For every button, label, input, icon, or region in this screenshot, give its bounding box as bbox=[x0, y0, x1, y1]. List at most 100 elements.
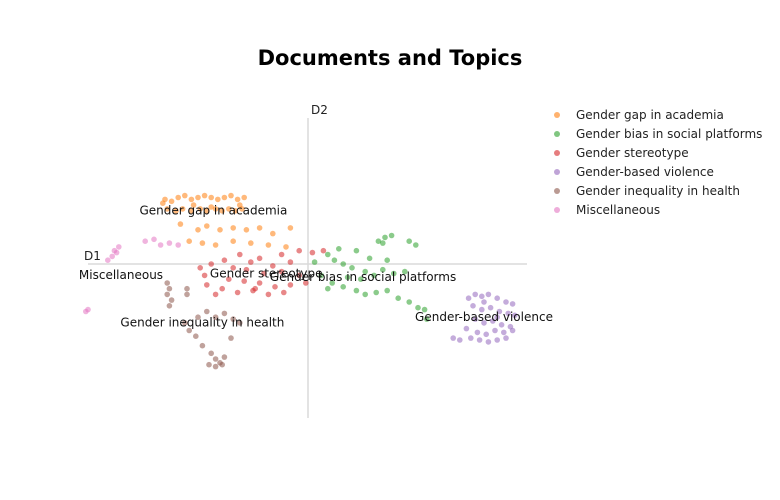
point-gender-gap-in-academia-28[interactable] bbox=[230, 225, 236, 231]
point-gender-bias-in-social-platforms-29[interactable] bbox=[311, 259, 318, 265]
point-gender-stereotype-18[interactable] bbox=[303, 280, 309, 286]
point-gender-inequality-in-health-12[interactable] bbox=[182, 320, 188, 326]
point-gender-based-violence-10[interactable] bbox=[496, 308, 503, 315]
legend-marker-gender-inequality-in-health[interactable] bbox=[554, 188, 560, 194]
point-gender-stereotype-6[interactable] bbox=[221, 257, 228, 264]
point-gender-inequality-in-health-15[interactable] bbox=[199, 342, 206, 349]
point-gender-inequality-in-health-14[interactable] bbox=[193, 333, 199, 340]
point-gender-gap-in-academia-7[interactable] bbox=[208, 194, 214, 201]
point-gender-gap-in-academia-32[interactable] bbox=[287, 225, 294, 231]
point-gender-gap-in-academia-19[interactable] bbox=[212, 206, 219, 212]
point-gender-bias-in-social-platforms-34[interactable] bbox=[325, 285, 331, 292]
point-gender-gap-in-academia-17[interactable] bbox=[197, 206, 203, 212]
point-gender-inequality-in-health-13[interactable] bbox=[186, 327, 192, 334]
point-gender-bias-in-social-platforms-2[interactable] bbox=[388, 232, 395, 239]
point-gender-gap-in-academia-13[interactable] bbox=[164, 206, 170, 212]
point-gender-gap-in-academia-42[interactable] bbox=[208, 204, 214, 210]
point-gender-inequality-in-health-9[interactable] bbox=[221, 310, 228, 317]
point-gender-gap-in-academia-40[interactable] bbox=[160, 200, 166, 206]
point-gender-based-violence-15[interactable] bbox=[490, 318, 496, 324]
point-gender-gap-in-academia-35[interactable] bbox=[212, 242, 219, 248]
point-gender-based-violence-6[interactable] bbox=[509, 301, 516, 307]
point-gender-inequality-in-health-20[interactable] bbox=[228, 335, 234, 341]
point-gender-based-violence-8[interactable] bbox=[479, 306, 485, 313]
point-gender-bias-in-social-platforms-25[interactable] bbox=[406, 299, 413, 305]
point-gender-based-violence-11[interactable] bbox=[505, 310, 512, 317]
point-gender-bias-in-social-platforms-26[interactable] bbox=[415, 304, 421, 311]
point-gender-stereotype-12[interactable] bbox=[296, 272, 303, 279]
point-gender-gap-in-academia-25[interactable] bbox=[195, 227, 201, 233]
point-gender-stereotype-0[interactable] bbox=[296, 247, 303, 254]
point-gender-based-violence-26[interactable] bbox=[468, 335, 474, 341]
point-gender-inequality-in-health-19[interactable] bbox=[221, 354, 228, 360]
point-gender-gap-in-academia-11[interactable] bbox=[234, 196, 241, 203]
point-gender-stereotype-19[interactable] bbox=[219, 285, 225, 292]
point-gender-stereotype-14[interactable] bbox=[241, 278, 247, 284]
point-gender-gap-in-academia-14[interactable] bbox=[173, 208, 179, 214]
point-gender-inequality-in-health-5[interactable] bbox=[184, 285, 190, 292]
point-miscellaneous-11[interactable] bbox=[83, 308, 89, 315]
point-gender-based-violence-21[interactable] bbox=[492, 327, 498, 334]
point-gender-based-violence-22[interactable] bbox=[501, 329, 507, 336]
point-gender-gap-in-academia-37[interactable] bbox=[248, 240, 254, 246]
point-gender-inequality-in-health-11[interactable] bbox=[237, 320, 243, 326]
point-gender-bias-in-social-platforms-0[interactable] bbox=[375, 238, 382, 244]
point-gender-stereotype-29[interactable] bbox=[287, 259, 294, 265]
point-gender-based-violence-18[interactable] bbox=[463, 325, 470, 332]
point-miscellaneous-8[interactable] bbox=[166, 240, 173, 246]
point-gender-stereotype-26[interactable] bbox=[230, 265, 236, 271]
point-gender-stereotype-30[interactable] bbox=[252, 285, 258, 292]
point-gender-bias-in-social-platforms-5[interactable] bbox=[413, 242, 419, 248]
point-gender-based-violence-5[interactable] bbox=[503, 299, 509, 305]
point-gender-bias-in-social-platforms-10[interactable] bbox=[340, 261, 347, 267]
point-gender-stereotype-8[interactable] bbox=[197, 265, 203, 271]
point-gender-inequality-in-health-22[interactable] bbox=[212, 363, 219, 370]
point-gender-bias-in-social-platforms-20[interactable] bbox=[353, 287, 360, 294]
point-gender-gap-in-academia-8[interactable] bbox=[215, 196, 221, 203]
point-gender-bias-in-social-platforms-16[interactable] bbox=[402, 268, 408, 275]
point-gender-based-violence-19[interactable] bbox=[474, 329, 481, 336]
point-gender-stereotype-3[interactable] bbox=[278, 251, 285, 258]
point-gender-gap-in-academia-41[interactable] bbox=[190, 202, 197, 208]
legend-label-gender-stereotype[interactable]: Gender stereotype bbox=[576, 146, 689, 160]
point-gender-gap-in-academia-21[interactable] bbox=[226, 206, 232, 212]
point-gender-based-violence-27[interactable] bbox=[476, 337, 483, 343]
point-gender-gap-in-academia-31[interactable] bbox=[270, 230, 276, 237]
point-gender-inequality-in-health-17[interactable] bbox=[212, 356, 219, 362]
point-gender-based-violence-29[interactable] bbox=[494, 337, 501, 343]
point-gender-based-violence-25[interactable] bbox=[457, 337, 463, 343]
point-gender-stereotype-2[interactable] bbox=[320, 247, 327, 254]
point-gender-gap-in-academia-24[interactable] bbox=[177, 221, 184, 227]
legend-marker-gender-gap-in-academia[interactable] bbox=[554, 112, 560, 118]
point-gender-gap-in-academia-3[interactable] bbox=[182, 192, 188, 199]
point-gender-gap-in-academia-16[interactable] bbox=[188, 208, 195, 214]
point-gender-inequality-in-health-6[interactable] bbox=[195, 314, 201, 321]
point-gender-bias-in-social-platforms-31[interactable] bbox=[384, 257, 391, 264]
point-gender-stereotype-27[interactable] bbox=[248, 259, 254, 265]
point-gender-based-violence-16[interactable] bbox=[498, 322, 505, 328]
point-gender-bias-in-social-platforms-3[interactable] bbox=[380, 240, 386, 246]
point-gender-based-violence-20[interactable] bbox=[483, 331, 490, 338]
point-gender-bias-in-social-platforms-24[interactable] bbox=[395, 295, 402, 302]
point-gender-based-violence-3[interactable] bbox=[485, 291, 492, 298]
point-gender-stereotype-10[interactable] bbox=[261, 270, 267, 277]
legend-label-gender-bias-in-social-platforms[interactable]: Gender bias in social platforms bbox=[576, 127, 762, 141]
point-gender-bias-in-social-platforms-6[interactable] bbox=[353, 247, 360, 254]
point-gender-inequality-in-health-16[interactable] bbox=[208, 350, 214, 357]
point-gender-stereotype-13[interactable] bbox=[226, 276, 232, 283]
point-gender-based-violence-4[interactable] bbox=[494, 295, 501, 302]
point-miscellaneous-6[interactable] bbox=[151, 236, 157, 243]
point-gender-gap-in-academia-6[interactable] bbox=[201, 192, 208, 199]
point-gender-based-violence-14[interactable] bbox=[481, 320, 487, 326]
point-gender-gap-in-academia-36[interactable] bbox=[230, 238, 236, 244]
point-gender-gap-in-academia-38[interactable] bbox=[265, 242, 272, 248]
point-gender-inequality-in-health-7[interactable] bbox=[204, 308, 210, 315]
point-gender-bias-in-social-platforms-9[interactable] bbox=[331, 257, 338, 264]
point-gender-bias-in-social-platforms-21[interactable] bbox=[362, 291, 369, 298]
point-gender-bias-in-social-platforms-17[interactable] bbox=[318, 272, 325, 279]
point-gender-bias-in-social-platforms-7[interactable] bbox=[336, 246, 342, 252]
point-gender-gap-in-academia-34[interactable] bbox=[199, 240, 206, 246]
point-miscellaneous-2[interactable] bbox=[109, 253, 115, 260]
legend[interactable]: Gender gap in academia Gender bias in soc… bbox=[554, 108, 762, 217]
point-gender-bias-in-social-platforms-8[interactable] bbox=[325, 251, 331, 258]
